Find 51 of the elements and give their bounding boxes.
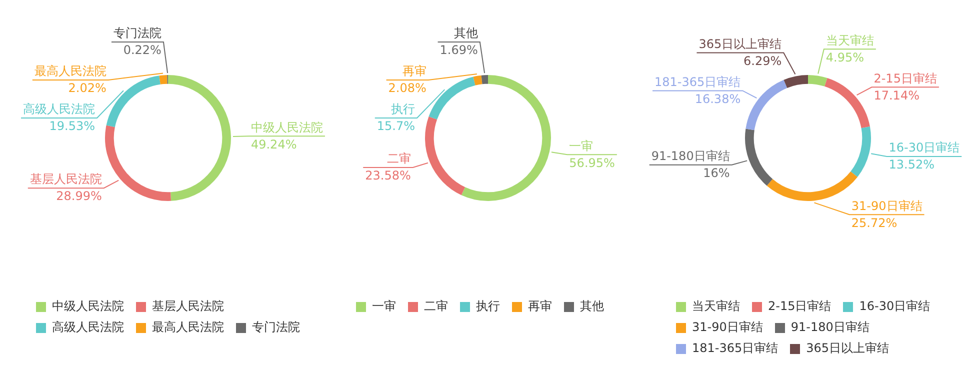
slice-label: 其他 (454, 26, 478, 40)
legend-label: 专门法院 (251, 319, 300, 336)
slice-label: 基层人民法院 (30, 172, 102, 186)
data-label: 23.58% (365, 168, 411, 183)
data-label: 2.02% (68, 81, 106, 96)
data-label: 1.69% (440, 43, 478, 58)
data-label: 4.95% (826, 50, 864, 64)
data-label: 0.22% (123, 43, 162, 58)
slice-label: 执行 (391, 102, 415, 116)
slice-label: 31-90日审结 (851, 198, 922, 213)
slice-label: 91-180日审结 (651, 148, 730, 163)
slice-label: 高级人民法院 (23, 102, 95, 116)
legend-label: 181-365日审结 (691, 340, 778, 357)
slice-label: 二审 (386, 152, 411, 166)
legend-label: 一审 (371, 298, 396, 315)
data-label: 13.52% (888, 158, 935, 172)
slice-label: 当天审结 (826, 33, 874, 48)
legend-label: 其他 (579, 298, 604, 315)
legend-label: 再审 (527, 298, 552, 315)
legend-label: 365日以上审结 (805, 340, 890, 357)
data-label: 28.99% (56, 189, 102, 204)
legend-label: 91-180日审结 (790, 319, 870, 336)
data-label: 56.95% (569, 156, 615, 170)
data-label: 17.14% (874, 88, 920, 102)
slice-label: 16-30日审结 (888, 140, 960, 155)
data-label: 19.53% (49, 119, 95, 134)
slice-label: 181-365日审结 (654, 74, 741, 89)
data-label: 15.7% (376, 119, 415, 134)
legend-label: 31-90日审结 (691, 319, 763, 336)
slice-label: 一审 (569, 138, 594, 153)
legend-label: 高级人民法院 (51, 319, 124, 336)
legend-label: 基层人民法院 (151, 298, 224, 315)
slice-label: 再审 (402, 64, 426, 78)
legend-label: 执行 (475, 298, 500, 315)
data-label: 16.38% (694, 92, 741, 106)
slice-label: 最高人民法院 (34, 64, 106, 78)
slice-label: 365日以上审结 (698, 36, 782, 51)
data-label: 2.08% (388, 81, 426, 96)
slice-label: 中级人民法院 (250, 120, 323, 134)
legend-label: 2-15日审结 (767, 298, 832, 315)
data-label: 25.72% (851, 216, 898, 230)
legend-label: 最高人民法院 (151, 319, 224, 336)
data-label: 16% (703, 166, 730, 180)
data-label: 49.24% (250, 137, 297, 152)
legend-label: 中级人民法院 (51, 298, 124, 315)
slice-label: 2-15日审结 (874, 71, 937, 86)
data-label: 6.29% (743, 54, 782, 68)
legend-label: 当天审结 (691, 298, 740, 315)
legend-label: 16-30日审结 (858, 298, 930, 315)
slice-label: 专门法院 (113, 26, 162, 40)
legend-label: 二审 (423, 298, 448, 315)
